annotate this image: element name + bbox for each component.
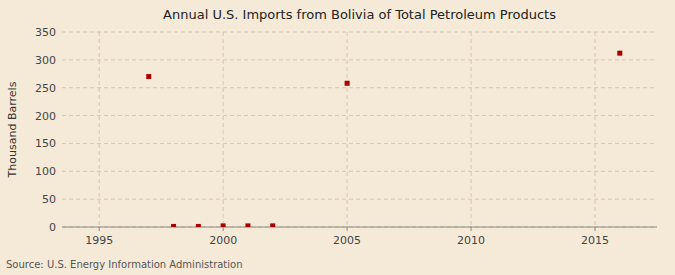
point <box>146 74 151 79</box>
title: Annual U.S. Imports from Bolivia of Tota… <box>163 7 556 22</box>
y-grid-line <box>62 171 657 172</box>
x-tick-label: 2000 <box>209 234 237 247</box>
y-grid-line <box>62 87 657 88</box>
y-tick-label: 100 <box>35 165 56 178</box>
x-tick <box>223 227 224 231</box>
points <box>146 51 622 227</box>
x-grid-line <box>223 32 224 227</box>
axes: 0 50 100 150 200 250 300 350 1995 2000 2005 2010 201… <box>35 26 657 247</box>
y-grid-line <box>62 143 657 144</box>
x-tick <box>471 227 472 231</box>
source-note: Source: U.S. Energy Information Administ… <box>6 259 243 270</box>
y-tick-label: 0 <box>49 221 56 234</box>
y-grid-line <box>62 59 657 60</box>
y-grid-line <box>62 199 657 200</box>
x-tick <box>99 227 100 231</box>
point <box>345 81 350 86</box>
x-tick-label: 2010 <box>457 234 485 247</box>
point <box>196 224 201 227</box>
x-tick-label: 1995 <box>85 234 113 247</box>
background <box>0 0 675 275</box>
grid <box>62 32 657 227</box>
y-grid-line <box>62 32 657 33</box>
y-grid-line <box>62 227 657 228</box>
y-grid-line <box>62 115 657 116</box>
point <box>270 223 275 227</box>
y-tick-label: 200 <box>35 110 56 123</box>
point <box>171 224 176 227</box>
x-grid-line <box>347 32 348 227</box>
x-tick <box>595 227 596 231</box>
point <box>245 223 250 227</box>
x-tick <box>347 227 348 231</box>
x-tick-label: 2005 <box>333 234 361 247</box>
x-grid-line <box>595 32 596 227</box>
y-tick-label: 150 <box>35 137 56 150</box>
chart-container: 0 50 100 150 200 250 300 350 1995 2000 2005 2010 201… <box>0 0 675 275</box>
y-tick-label: 250 <box>35 82 56 95</box>
x-axis-line <box>62 227 657 228</box>
chart-svg: 0 50 100 150 200 250 300 350 1995 2000 2005 2010 201… <box>0 0 675 275</box>
point <box>221 223 226 227</box>
y-tick-label: 50 <box>42 193 56 206</box>
x-grid-line <box>99 32 100 227</box>
y-tick-label: 350 <box>35 26 56 39</box>
x-tick-label: 2015 <box>581 234 609 247</box>
point <box>617 51 622 56</box>
x-grid-line <box>471 32 472 227</box>
y-tick-label: 300 <box>35 54 56 67</box>
y-axis-label: Thousand Barrels <box>6 81 19 178</box>
